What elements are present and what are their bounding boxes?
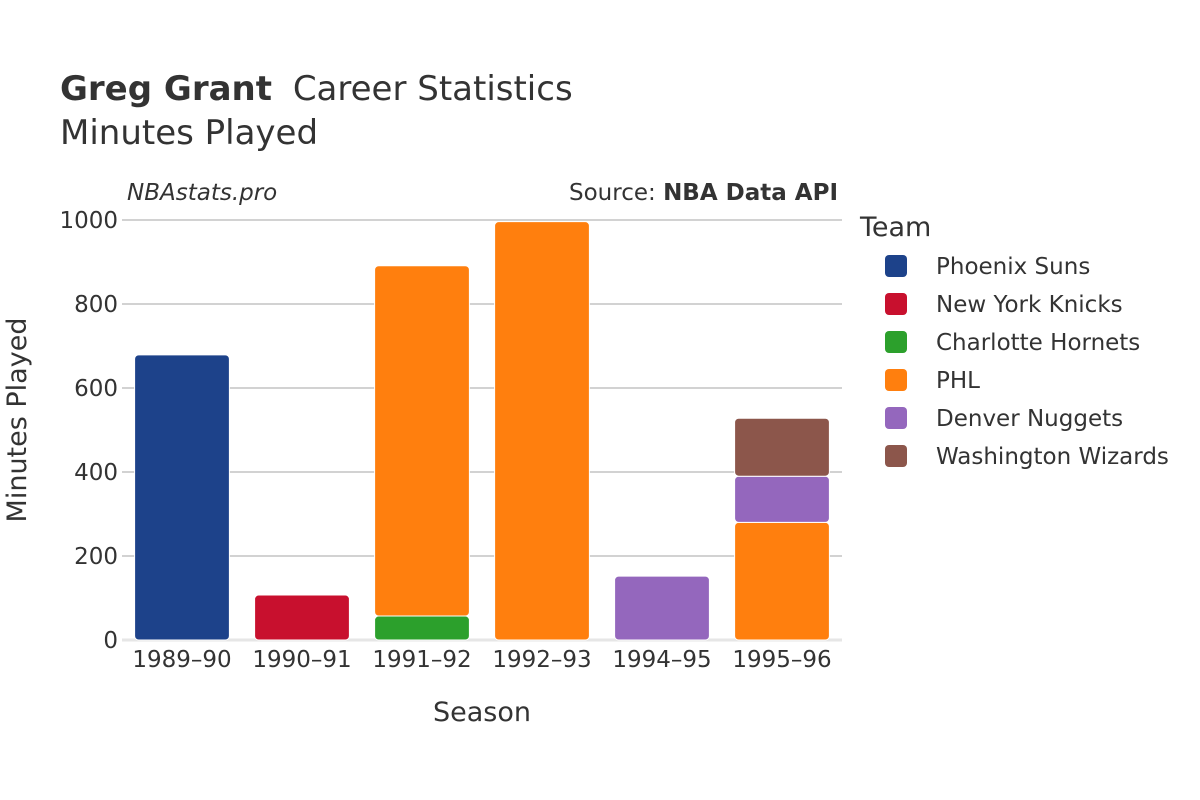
y-tick-label: 0 (103, 628, 118, 654)
chart-title-rest: Career Statistics (293, 69, 573, 109)
bar-segment (374, 265, 470, 617)
y-tick-label: 200 (74, 544, 118, 570)
y-tick-label: 400 (74, 460, 118, 486)
credit-right: Source: NBA Data API (569, 180, 838, 206)
legend-swatch (885, 369, 907, 391)
legend-entry: Washington Wizards (936, 444, 1169, 470)
x-tick-label: 1991–92 (372, 647, 471, 673)
legend-entry: PHL (936, 368, 980, 394)
bars (134, 221, 830, 641)
chart-subtitle: Minutes Played (60, 113, 318, 153)
legend-entry: Denver Nuggets (936, 406, 1123, 432)
legend-entry: Phoenix Suns (936, 254, 1090, 280)
y-tick-label: 1000 (59, 208, 118, 234)
bar-segment (134, 354, 230, 641)
bar-segment (734, 521, 830, 641)
grid-lines (122, 219, 842, 642)
bar-segment (494, 221, 590, 641)
legend: Phoenix Suns New York Knicks Charlotte Hor… (885, 254, 1169, 470)
y-tick-label: 600 (74, 376, 118, 402)
credit-right-bold: NBA Data API (663, 180, 838, 206)
x-tick-label: 1994–95 (612, 647, 711, 673)
chart-title: Greg Grant Career Statistics (60, 69, 573, 109)
x-tick-label: 1989–90 (132, 647, 231, 673)
x-tick-label: 1995–96 (732, 647, 831, 673)
legend-entry: Charlotte Hornets (936, 330, 1140, 356)
credit-right-prefix: Source: (569, 180, 663, 206)
legend-entry: New York Knicks (936, 292, 1123, 318)
legend-swatch (885, 331, 907, 353)
x-tick-labels: 1989–90 1990–91 1991–92 1992–93 1994–95 1995–… (132, 647, 831, 673)
x-axis-label: Season (433, 697, 531, 728)
legend-swatch (885, 293, 907, 315)
bar-segment (254, 594, 350, 641)
legend-title: Team (859, 212, 931, 243)
x-tick-label: 1992–93 (492, 647, 591, 673)
bar-segment (734, 417, 830, 477)
y-axis-label: Minutes Played (2, 318, 33, 523)
legend-swatch (885, 255, 907, 277)
credit-left: NBAstats.pro (127, 180, 277, 206)
legend-swatch (885, 445, 907, 467)
bar-segment (374, 615, 470, 641)
legend-swatch (885, 407, 907, 429)
bar-segment (734, 475, 830, 523)
bar-segment (614, 575, 710, 641)
x-tick-label: 1990–91 (252, 647, 351, 673)
y-tick-labels: 0 200 400 600 800 1000 (59, 208, 118, 654)
y-tick-label: 800 (74, 292, 118, 318)
chart-title-bold: Greg Grant (60, 69, 272, 109)
